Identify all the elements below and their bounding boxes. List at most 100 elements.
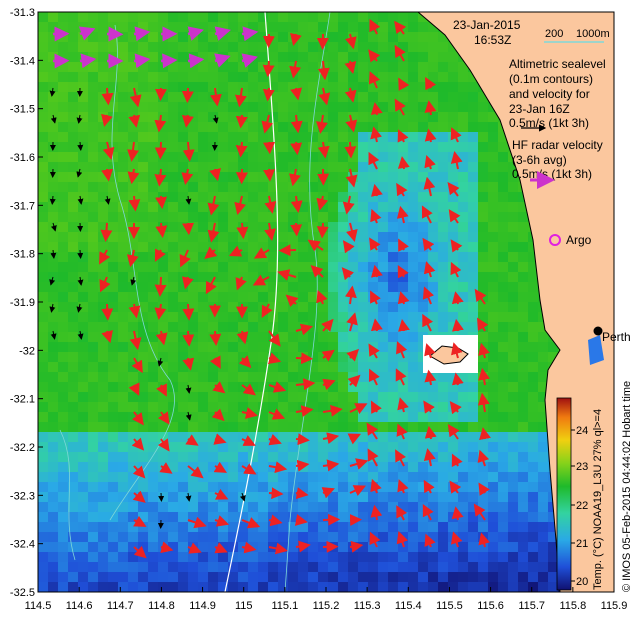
sst-cell: [538, 562, 549, 573]
sst-cell: [338, 292, 349, 303]
velocity-arrow: [295, 352, 314, 365]
sst-cell: [388, 122, 399, 133]
sst-cell: [478, 232, 489, 243]
sst-cell: [488, 142, 499, 153]
sst-cell: [38, 402, 49, 413]
sst-cell: [358, 132, 369, 143]
velocity-arrow: [371, 183, 383, 197]
sst-cell: [428, 232, 439, 243]
sst-cell: [408, 342, 419, 353]
sst-cell: [278, 402, 289, 413]
sst-cell: [308, 182, 319, 193]
sst-cell: [298, 72, 309, 83]
sst-cell: [428, 152, 439, 163]
sst-cell: [288, 12, 299, 23]
estuary: [588, 335, 604, 365]
sst-cell: [338, 342, 349, 353]
sst-cell: [268, 472, 279, 483]
sst-cell: [358, 262, 369, 273]
sst-cell: [58, 172, 69, 183]
x-tick-label: 114.6: [66, 600, 93, 612]
sst-cell: [178, 162, 189, 173]
sst-cell: [98, 102, 109, 113]
sst-cell: [248, 162, 259, 173]
sst-cell: [408, 212, 419, 223]
isobath-label-1000: 1000m: [576, 28, 610, 40]
sst-cell: [58, 202, 69, 213]
sst-cell: [118, 302, 129, 313]
sst-cell: [258, 142, 269, 153]
sst-cell: [88, 362, 99, 373]
sst-cell: [118, 212, 129, 223]
sst-cell: [278, 132, 289, 143]
velocity-arrow: [234, 195, 247, 215]
velocity-arrow: [79, 53, 97, 69]
velocity-arrow: [228, 245, 243, 257]
sst-cell: [88, 72, 99, 83]
sst-cell: [388, 282, 399, 293]
sst-cell: [458, 432, 469, 443]
sst-cell: [318, 582, 329, 592]
sst-cell: [468, 252, 479, 263]
sst-cell: [478, 222, 489, 233]
sst-cell: [438, 212, 449, 223]
velocity-arrow: [130, 276, 137, 286]
sst-cell: [348, 302, 359, 313]
velocity-arrow: [133, 515, 147, 527]
sst-cell: [218, 12, 229, 23]
sst-cell: [438, 152, 449, 163]
sst-cell: [228, 302, 239, 313]
sst-cell: [88, 142, 99, 153]
sst-cell: [38, 112, 49, 123]
sst-cell: [338, 352, 349, 363]
sst-cell: [308, 322, 319, 333]
sst-cell: [458, 192, 469, 203]
velocity-arrow: [77, 195, 84, 205]
sst-cell: [168, 572, 179, 583]
sst-cell: [438, 42, 449, 53]
sst-cell: [138, 312, 149, 323]
sst-cell: [418, 32, 429, 43]
sst-cell: [298, 552, 309, 563]
sst-cell: [138, 262, 149, 273]
sst-cell: [248, 282, 259, 293]
sst-cell: [68, 312, 79, 323]
sst-cell: [428, 222, 439, 233]
sst-cell: [488, 252, 499, 263]
sst-cell: [328, 442, 339, 453]
sst-cell: [188, 132, 199, 143]
sst-cell: [128, 32, 139, 43]
sst-cell: [38, 392, 49, 403]
sst-cell: [308, 522, 319, 533]
velocity-arrow: [213, 461, 228, 473]
sst-cell: [348, 442, 359, 453]
sst-cell: [338, 362, 349, 373]
sst-cell: [98, 342, 109, 353]
sst-cell: [448, 162, 459, 173]
sst-cell: [388, 352, 399, 363]
sst-cell: [108, 552, 119, 563]
velocity-arrow: [268, 408, 286, 420]
sst-cell: [408, 412, 419, 423]
sst-cell: [68, 422, 79, 433]
sst-cell: [478, 472, 489, 483]
sst-cell: [168, 482, 179, 493]
sst-cell: [438, 202, 449, 213]
sst-cell: [388, 462, 399, 473]
sst-cell: [408, 362, 419, 373]
sst-cell: [338, 132, 349, 143]
sst-cell: [308, 422, 319, 433]
sst-cell: [88, 62, 99, 73]
sst-cell: [158, 262, 169, 273]
sst-cell: [118, 282, 129, 293]
sst-cell: [98, 132, 109, 143]
sst-cell: [478, 262, 489, 273]
sst-cell: [78, 172, 89, 183]
sst-cell: [238, 382, 249, 393]
sst-cell: [218, 192, 229, 203]
sst-cell: [288, 182, 299, 193]
sst-cell: [108, 412, 119, 423]
sst-cell: [78, 552, 89, 563]
sst-cell: [438, 162, 449, 173]
sst-cell: [538, 542, 549, 553]
